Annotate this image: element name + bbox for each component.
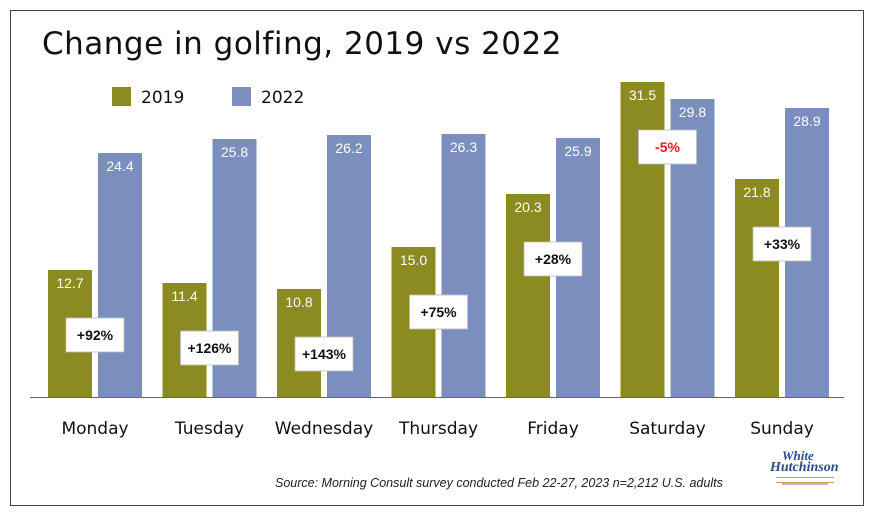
data-label: 31.5 [629, 87, 656, 103]
data-label: 10.8 [285, 294, 312, 310]
change-badge [409, 294, 468, 330]
bar [98, 153, 142, 397]
data-label: 12.7 [56, 275, 83, 291]
logo-fine-print [782, 483, 828, 485]
data-label: 11.4 [171, 288, 197, 304]
logo-line-2: Hutchinson [770, 460, 839, 475]
bar [441, 134, 486, 397]
x-tick-label: Saturday [629, 419, 706, 439]
x-tick-label: Sunday [750, 419, 814, 439]
change-badge [523, 241, 583, 277]
data-label: 29.8 [679, 104, 706, 120]
change-badge [752, 226, 812, 262]
x-tick-label: Wednesday [275, 419, 373, 439]
chart-frame [10, 10, 864, 506]
change-badge [294, 336, 354, 372]
change-badge [180, 330, 239, 366]
bar [735, 179, 779, 397]
change-label: -5% [655, 139, 680, 155]
data-label: 24.4 [106, 158, 133, 174]
data-label: 28.9 [793, 113, 820, 129]
change-label: +92% [77, 327, 114, 343]
legend-swatch [112, 87, 131, 106]
data-label: 20.3 [514, 199, 541, 215]
bar [620, 82, 665, 397]
data-label: 26.3 [450, 139, 477, 155]
logo-rule [776, 477, 834, 483]
legend-label: 2019 [141, 88, 184, 108]
white-hutchinson-logo: White Hutchinson [768, 448, 840, 490]
chart-title: Change in golfing, 2019 vs 2022 [42, 26, 562, 62]
legend-label: 2022 [261, 88, 304, 108]
x-tick-label: Thursday [398, 419, 478, 439]
bar [506, 194, 550, 397]
change-label: +28% [535, 251, 572, 267]
change-label: +75% [420, 304, 457, 320]
x-tick-label: Tuesday [174, 419, 244, 439]
data-label: 21.8 [743, 184, 770, 200]
data-label: 15.0 [400, 252, 427, 268]
data-label: 25.9 [564, 143, 591, 159]
change-label: +33% [764, 236, 801, 252]
source-note: Source: Morning Consult survey conducted… [275, 476, 723, 490]
change-badge [65, 317, 125, 353]
x-tick-label: Friday [527, 419, 579, 439]
data-label: 26.2 [335, 140, 362, 156]
data-label: 25.8 [221, 144, 248, 160]
x-tick-label: Monday [61, 419, 128, 439]
logo-line-1: White [782, 448, 814, 463]
change-badge [638, 129, 697, 165]
legend-swatch [232, 87, 251, 106]
change-label: +126% [188, 340, 233, 356]
change-label: +143% [302, 346, 347, 362]
